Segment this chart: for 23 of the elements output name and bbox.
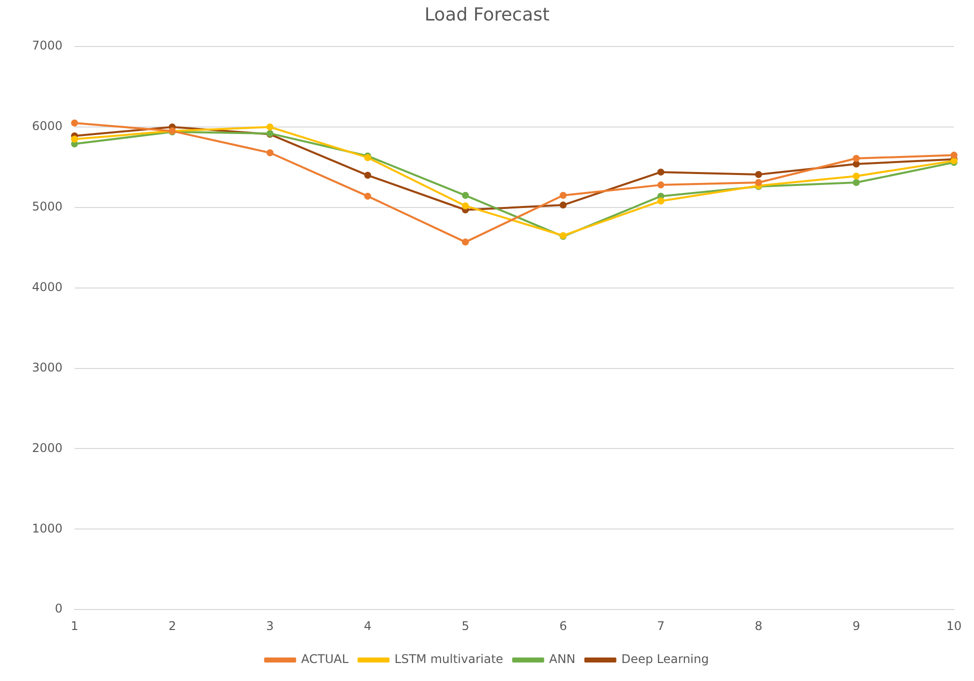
legend-label: ACTUAL: [301, 652, 349, 666]
y-tick-label: 2000: [32, 440, 63, 455]
x-tick-label: 7: [657, 618, 665, 633]
x-tick-label: 8: [754, 618, 762, 633]
y-tick-label: 4000: [32, 280, 63, 294]
x-tick-label: 3: [266, 618, 274, 633]
y-tick-label: 3000: [32, 360, 63, 374]
x-tick-label: 6: [559, 618, 567, 633]
chart-title: Load Forecast: [424, 4, 550, 26]
x-tick-label: 9: [852, 618, 860, 633]
legend-label: ANN: [549, 652, 576, 666]
y-tick-label: 1000: [32, 521, 63, 536]
y-tick-label: 6000: [32, 119, 63, 134]
legend-label: Deep Learning: [621, 652, 709, 666]
x-tick-label: 2: [168, 618, 176, 633]
x-tick-label: 5: [462, 618, 470, 633]
y-tick-label: 7000: [32, 38, 63, 53]
y-tick-label: 0: [54, 602, 63, 616]
x-tick-label: 1: [70, 618, 78, 633]
x-tick-label: 4: [364, 618, 372, 633]
legend-label: LSTM multivariate: [394, 652, 504, 666]
x-tick-label: 10: [946, 618, 962, 633]
y-tick-label: 5000: [32, 200, 63, 214]
